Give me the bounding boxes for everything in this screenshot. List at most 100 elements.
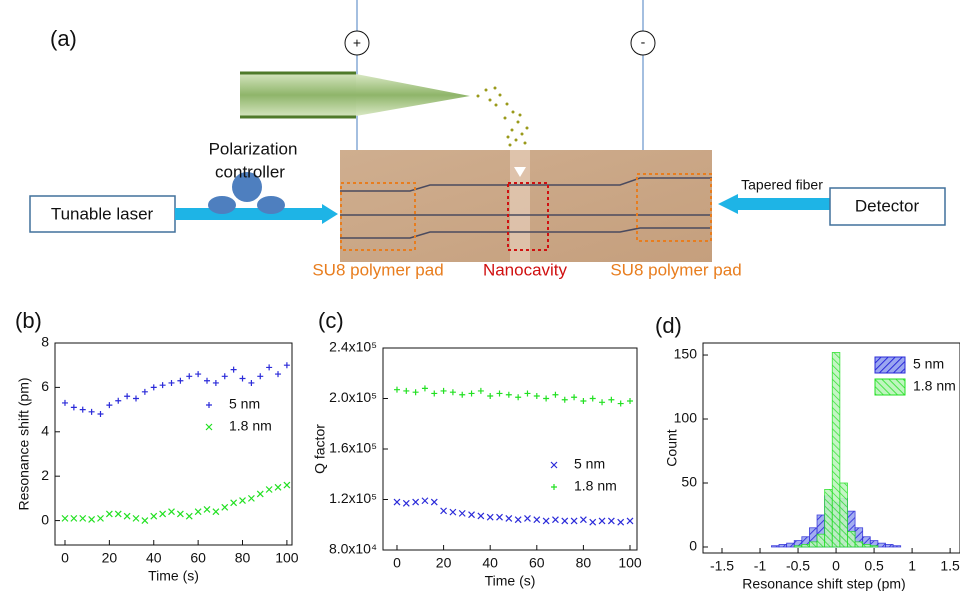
point [626,517,634,525]
point [608,396,615,403]
bar [801,544,810,548]
point [195,371,202,378]
point [266,364,273,371]
point [477,512,485,520]
point [402,499,410,507]
point [185,512,193,520]
x-tick-label: -0.5 [786,558,810,574]
x-tick-label: 20 [102,550,118,566]
x-tick-label: 60 [529,555,545,571]
point [61,514,69,522]
electrode [630,30,656,56]
point [524,515,531,522]
y-tick-label: 2.4x10⁵ [329,339,377,355]
pad-box [636,173,712,242]
fiber-label: Tapered fiber [741,177,823,193]
point [221,373,228,380]
x-tick-label: -1.5 [710,558,734,574]
marker [514,167,526,177]
point [421,497,429,505]
pipette-tip [356,74,470,116]
bar [847,531,856,548]
point [257,373,264,380]
point [440,387,447,394]
laser-label: Tunable laser [51,204,154,223]
point [168,508,175,516]
bar [854,541,864,548]
point [449,508,457,516]
bar [839,482,848,548]
point [150,512,158,520]
point [477,387,484,394]
x-tick-label: 1.5 [940,558,960,574]
bar [809,541,818,548]
legend-marker [550,461,558,469]
x-tick-label: 40 [482,555,498,571]
plot-area [771,352,902,548]
point [141,388,148,395]
point [570,517,578,525]
x-tick-label: 60 [190,550,206,566]
point [159,382,166,389]
point [617,400,624,407]
y-tick-label: 50 [681,474,697,490]
point [393,386,400,393]
point [70,404,77,411]
legend-label: 1.8 nm [574,478,617,494]
point [132,395,139,402]
point [412,389,419,396]
bar [885,544,894,548]
pad-box [340,182,416,251]
droplets [476,86,529,147]
point [468,390,475,397]
legend-label: 5 nm [913,356,944,372]
point [524,390,531,397]
point [514,516,522,524]
point [88,408,95,415]
point [168,379,175,386]
point [431,390,438,397]
fiber [175,208,325,220]
x-tick-label: -1 [754,558,767,574]
y-tick-label: 1.2x10⁵ [329,490,377,506]
point [204,377,211,384]
controller-label: Polarization [209,139,298,158]
y-tick-label: 2.0x10⁵ [329,389,377,405]
point [468,511,475,519]
bar [778,544,788,548]
y-tick-label: 6 [41,378,49,394]
point [552,516,559,524]
point [627,398,634,405]
x-tick-label: 0 [61,550,69,566]
bar [869,545,879,548]
point [141,517,149,525]
point [212,379,219,386]
point [194,508,202,516]
y-tick-label: 150 [674,346,698,362]
legend-swatch [874,356,906,374]
legend-label: 1.8 nm [913,378,956,394]
cavity-box [507,182,549,251]
point [542,517,550,525]
detector-label: Detector [855,196,920,215]
point [186,373,193,380]
detector-box [829,187,946,226]
point [239,375,246,382]
bar [816,533,826,548]
controller-label: controller [215,162,285,181]
point [496,390,503,397]
x-tick-label: 40 [146,550,162,566]
point [580,398,587,405]
x-tick-label: 0 [393,555,401,571]
point [97,514,104,522]
point [105,510,113,518]
y-tick-label: 8 [41,334,49,350]
point [393,498,401,506]
x-axis-label: Time (s) [485,573,536,589]
arrow [322,204,338,224]
bar [771,545,780,548]
point [159,510,167,518]
electrode [344,30,370,56]
panel-label: (c) [318,308,344,333]
